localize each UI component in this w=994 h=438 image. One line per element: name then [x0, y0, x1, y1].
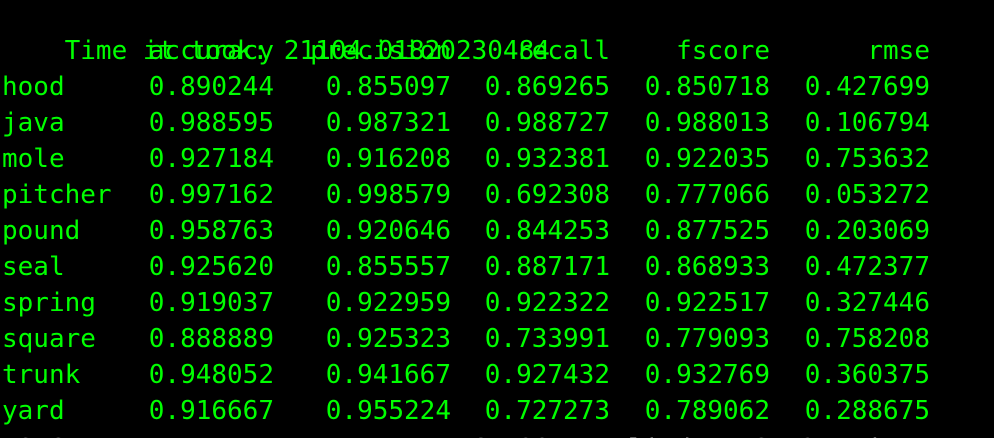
row-value-accuracy: 0.997162 — [148, 180, 274, 210]
row-label: hood — [2, 72, 65, 102]
row-label: trunk — [2, 360, 81, 390]
row-value-fscore: 0.868933 — [644, 252, 770, 282]
row-value-rmse: 0.203069 — [804, 216, 930, 246]
table-row: seal 0.925620 0.855557 0.887171 0.868933 0.47… — [2, 249, 982, 285]
row-label: square — [2, 324, 96, 354]
row-value-fscore: 0.988013 — [644, 108, 770, 138]
row-value-precision: 0.922959 — [325, 288, 451, 318]
prompt-line-partial: PS C:\Users\...\Documents\...\CHT307_App… — [0, 431, 994, 438]
table-row: pound 0.958763 0.920646 0.844253 0.877525 0.2… — [2, 213, 982, 249]
row-value-rmse: 0.053272 — [804, 180, 930, 210]
row-value-precision: 0.955224 — [325, 396, 451, 426]
row-value-accuracy: 0.916667 — [148, 396, 274, 426]
row-value-fscore: 0.779093 — [644, 324, 770, 354]
row-value-fscore: 0.922035 — [644, 144, 770, 174]
row-value-recall: 0.869265 — [484, 72, 610, 102]
row-value-precision: 0.855097 — [325, 72, 451, 102]
row-label: spring — [2, 288, 96, 318]
row-value-rmse: 0.327446 — [804, 288, 930, 318]
table-row: pitcher 0.997162 0.998579 0.692308 0.777066 0… — [2, 177, 982, 213]
row-value-precision: 0.855557 — [325, 252, 451, 282]
time-text: Time it took: 21104.01820230484 — [64, 36, 550, 66]
time-line: Time it took: 21104.01820230484 — [2, 0, 550, 66]
header-precision: precision — [310, 36, 451, 66]
row-value-accuracy: 0.890244 — [148, 72, 274, 102]
row-value-precision: 0.916208 — [325, 144, 451, 174]
row-value-fscore: 0.850718 — [644, 72, 770, 102]
row-label: pound — [2, 216, 81, 246]
row-label: yard — [2, 396, 65, 426]
row-value-accuracy: 0.958763 — [148, 216, 274, 246]
row-value-accuracy: 0.919037 — [148, 288, 274, 318]
header-recall: recall — [516, 36, 610, 66]
row-value-fscore: 0.777066 — [644, 180, 770, 210]
table-row: square 0.888889 0.925323 0.733991 0.779093 0.… — [2, 321, 982, 357]
row-value-rmse: 0.753632 — [804, 144, 930, 174]
row-value-recall: 0.692308 — [484, 180, 610, 210]
row-value-rmse: 0.758208 — [804, 324, 930, 354]
row-value-fscore: 0.877525 — [644, 216, 770, 246]
row-value-fscore: 0.789062 — [644, 396, 770, 426]
row-value-fscore: 0.932769 — [644, 360, 770, 390]
row-value-recall: 0.922322 — [484, 288, 610, 318]
table-row: java 0.988595 0.987321 0.988727 0.988013 0.10… — [2, 105, 982, 141]
row-value-accuracy: 0.925620 — [148, 252, 274, 282]
table-row: mole 0.927184 0.916208 0.932381 0.922035 0.75… — [2, 141, 982, 177]
table-row: yard 0.916667 0.955224 0.727273 0.789062 0.28… — [2, 393, 982, 429]
row-value-precision: 0.987321 — [325, 108, 451, 138]
header-rmse: rmse — [867, 36, 930, 66]
row-value-recall: 0.733991 — [484, 324, 610, 354]
row-value-fscore: 0.922517 — [644, 288, 770, 318]
row-value-rmse: 0.427699 — [804, 72, 930, 102]
row-value-accuracy: 0.988595 — [148, 108, 274, 138]
row-label: mole — [2, 144, 65, 174]
table-row: hood 0.890244 0.855097 0.869265 0.850718 0.42… — [2, 69, 982, 105]
row-value-precision: 0.941667 — [325, 360, 451, 390]
row-value-precision: 0.925323 — [325, 324, 451, 354]
row-value-recall: 0.887171 — [484, 252, 610, 282]
row-value-recall: 0.727273 — [484, 396, 610, 426]
row-value-precision: 0.998579 — [325, 180, 451, 210]
row-value-recall: 0.932381 — [484, 144, 610, 174]
table-header: accuracy precision recall fscore rmse — [2, 33, 982, 69]
row-label: seal — [2, 252, 65, 282]
row-value-recall: 0.988727 — [484, 108, 610, 138]
row-value-recall: 0.927432 — [484, 360, 610, 390]
row-value-accuracy: 0.888889 — [148, 324, 274, 354]
prompt-text: PS C:\Users\...\Documents\...\CHT307_App… — [2, 431, 910, 438]
row-value-accuracy: 0.927184 — [148, 144, 274, 174]
table-row: spring 0.919037 0.922959 0.922322 0.922517 0.… — [2, 285, 982, 321]
row-value-precision: 0.920646 — [325, 216, 451, 246]
row-value-rmse: 0.106794 — [804, 108, 930, 138]
row-value-rmse: 0.360375 — [804, 360, 930, 390]
row-value-recall: 0.844253 — [484, 216, 610, 246]
row-value-rmse: 0.288675 — [804, 396, 930, 426]
header-fscore: fscore — [676, 36, 770, 66]
row-value-accuracy: 0.948052 — [148, 360, 274, 390]
row-value-rmse: 0.472377 — [804, 252, 930, 282]
row-label: java — [2, 108, 65, 138]
row-label: pitcher — [2, 180, 112, 210]
header-accuracy: accuracy — [148, 36, 274, 66]
table-row: trunk 0.948052 0.941667 0.927432 0.932769 0.3… — [2, 357, 982, 393]
